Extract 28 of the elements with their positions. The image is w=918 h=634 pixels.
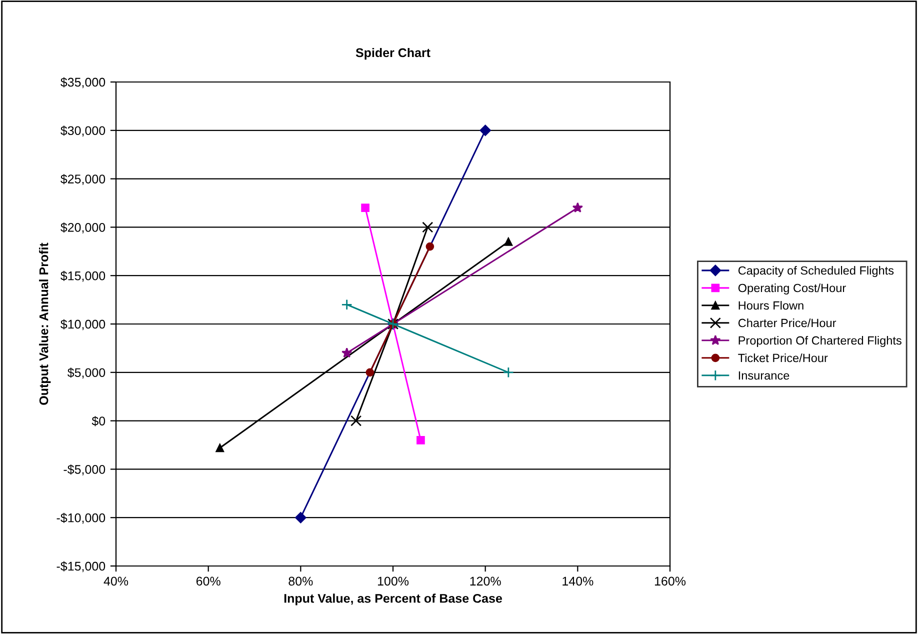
legend-label: Operating Cost/Hour: [738, 284, 846, 295]
y-tick-label: $20,000: [60, 222, 106, 234]
y-tick-label: $10,000: [60, 319, 106, 330]
y-tick-label: $25,000: [60, 174, 106, 185]
y-tick-label: $0: [92, 416, 106, 426]
legend-label: Insurance: [738, 371, 790, 380]
legend-label: Proportion Of Chartered Flights: [738, 336, 902, 347]
x-tick-label: 120%: [470, 576, 501, 586]
chart-title: Spider Chart: [356, 48, 430, 60]
x-tick-label: 40%: [104, 576, 128, 586]
y-tick-label: $35,000: [60, 77, 106, 88]
x-tick-label: 60%: [196, 576, 220, 586]
y-tick-label: -$5,000: [64, 464, 106, 476]
y-axis-title: Output Value: Annual Profit: [39, 242, 51, 405]
y-tick-label: $15,000: [60, 270, 106, 282]
y-tick-label: -$15,000: [56, 561, 106, 572]
legend-label: Hours Flown: [738, 301, 804, 310]
y-tick-label: $30,000: [60, 126, 106, 137]
legend-label: Capacity of Scheduled Flights: [738, 266, 894, 278]
y-tick-label: $5,000: [67, 368, 106, 379]
x-tick-label: 100%: [378, 576, 409, 586]
x-axis-title: Input Value, as Percent of Base Case: [284, 594, 502, 606]
x-tick-label: 140%: [562, 576, 594, 586]
x-tick-label: 160%: [654, 576, 686, 586]
x-tick-label: 80%: [288, 576, 313, 586]
y-tick-label: -$10,000: [56, 512, 106, 524]
legend-label: Charter Price/Hour: [738, 318, 836, 328]
legend-label: Ticket Price/Hour: [738, 353, 828, 362]
